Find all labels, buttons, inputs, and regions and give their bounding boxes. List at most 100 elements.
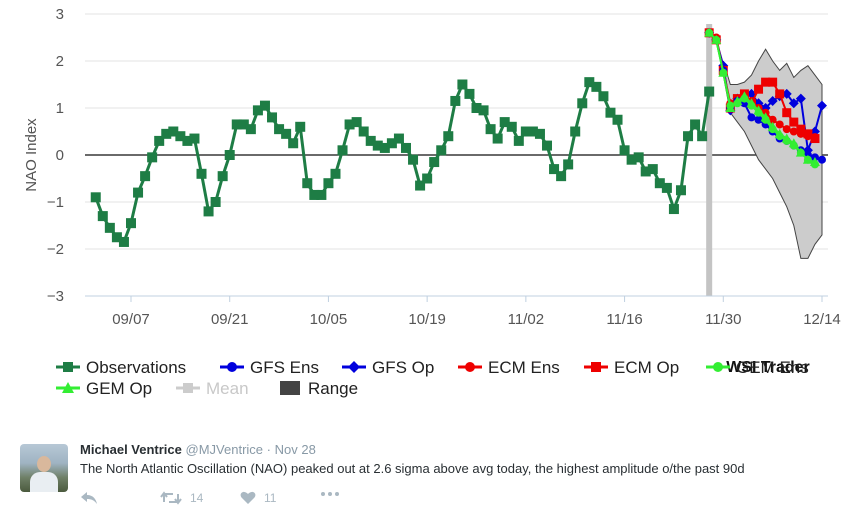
data-point	[245, 124, 256, 135]
retweet-icon	[160, 491, 182, 505]
data-point	[647, 164, 658, 175]
data-point	[726, 101, 735, 110]
data-point	[408, 154, 419, 165]
data-point	[288, 138, 299, 149]
data-point	[238, 119, 249, 130]
x-tick-label: 11/16	[606, 311, 642, 328]
data-point	[415, 180, 426, 191]
data-point	[90, 192, 101, 203]
data-point	[386, 138, 397, 149]
data-point	[795, 93, 806, 104]
data-point	[675, 185, 686, 196]
data-point	[168, 126, 179, 137]
like-count: 11	[264, 491, 277, 505]
data-point	[781, 88, 792, 99]
x-tick-label: 10/19	[408, 311, 446, 328]
data-point	[803, 155, 812, 164]
legend-item-range: Range	[280, 379, 358, 398]
data-point	[761, 77, 771, 87]
data-point	[818, 155, 826, 164]
data-point	[612, 114, 623, 125]
data-point	[309, 189, 320, 200]
series-line	[708, 32, 816, 166]
chart-series	[90, 27, 827, 247]
data-point	[712, 35, 721, 44]
data-point	[118, 236, 129, 247]
legend-symbol	[183, 383, 193, 393]
avatar[interactable]	[20, 444, 68, 492]
data-point	[640, 166, 651, 177]
data-point	[633, 152, 644, 163]
data-point	[344, 119, 355, 130]
tweet-card: Michael Ventrice @MJVentrice · Nov 28 Th…	[0, 436, 842, 518]
legend-symbol	[348, 361, 360, 373]
data-point	[133, 187, 144, 198]
y-tick-label: −1	[47, 194, 64, 211]
data-point	[196, 168, 207, 179]
data-point	[556, 171, 567, 182]
data-point	[796, 148, 805, 157]
data-point	[810, 133, 819, 142]
series-observations	[90, 77, 715, 247]
data-point	[661, 182, 672, 193]
data-point	[719, 68, 728, 77]
data-point	[803, 132, 812, 141]
data-point	[782, 125, 791, 134]
data-point	[789, 141, 798, 150]
data-point	[274, 124, 285, 135]
legend-label: Observations	[86, 358, 186, 377]
author-name[interactable]: Michael Ventrice	[80, 442, 182, 457]
retweet-button[interactable]: 14	[160, 491, 203, 505]
author-handle[interactable]: @MJVentrice	[185, 442, 264, 457]
legend-symbol	[227, 362, 237, 372]
data-point	[584, 77, 595, 88]
data-point	[619, 145, 630, 156]
data-point	[104, 222, 115, 233]
data-point	[436, 145, 447, 156]
legend-item-ecm-op: ECM Op	[584, 358, 679, 377]
data-point	[358, 126, 369, 137]
data-point	[422, 173, 433, 184]
data-point	[393, 133, 404, 144]
more-options-button[interactable]	[320, 491, 340, 497]
legend-item-ecm-ens: ECM Ens	[458, 358, 560, 377]
data-point	[126, 218, 136, 229]
data-point	[549, 164, 560, 175]
legend-symbol	[280, 381, 300, 395]
data-point	[796, 124, 806, 134]
data-point	[782, 108, 792, 118]
nao-chart: −3 −2 −1 0 1 2 3 09/07 09/21 10/05 10/19 11/02 11/16…	[23, 6, 841, 398]
data-point	[810, 160, 819, 169]
data-point	[443, 131, 454, 142]
data-point	[796, 129, 805, 138]
data-point	[577, 98, 588, 109]
data-point	[203, 206, 214, 217]
data-point	[316, 189, 327, 200]
legend-label: GEM Op	[86, 379, 152, 398]
legend-item-gfs-ens: GFS Ens	[220, 358, 319, 377]
data-point	[767, 95, 778, 106]
data-point	[563, 159, 574, 170]
data-point	[400, 142, 411, 153]
reply-button[interactable]	[80, 491, 98, 505]
data-point	[492, 133, 503, 144]
data-point	[768, 125, 777, 134]
data-point	[175, 131, 186, 142]
series-gem-ens	[705, 28, 819, 169]
legend-label: GEM Ens	[736, 358, 809, 377]
data-point	[224, 150, 235, 160]
x-tick-label: 09/07	[112, 311, 150, 328]
like-button[interactable]: 11	[240, 491, 276, 505]
data-point	[478, 105, 489, 116]
x-tick-label: 10/05	[310, 311, 348, 328]
data-point	[754, 115, 763, 124]
data-point	[740, 94, 749, 103]
x-tick-label: 11/30	[705, 311, 741, 328]
data-point	[97, 211, 108, 222]
data-point	[570, 126, 581, 137]
data-point	[817, 100, 827, 111]
legend-label: ECM Op	[614, 358, 679, 377]
tweet-date[interactable]: Nov 28	[274, 442, 316, 457]
data-point	[337, 145, 348, 156]
chart-axes: −3 −2 −1 0 1 2 3 09/07 09/21 10/05 10/19 11/02 11/16…	[47, 6, 841, 328]
